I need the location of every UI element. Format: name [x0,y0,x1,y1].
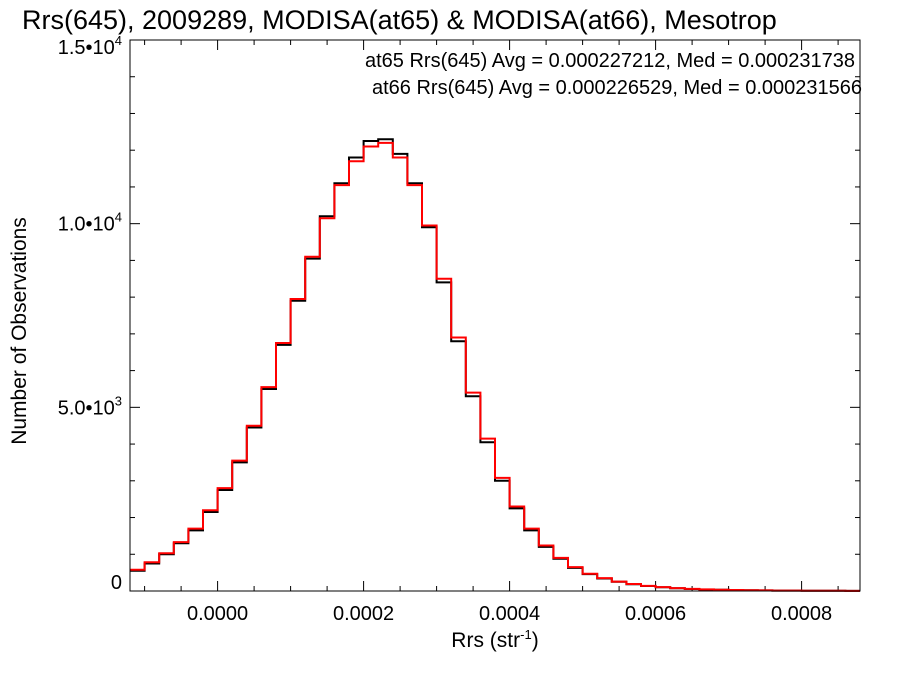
x-tick-label: 0.0000 [187,603,248,625]
x-tick-label: 0.0006 [625,603,686,625]
axis-ticks [130,39,860,592]
y-tick-label-base: 5.0•10 [58,397,115,419]
chart-title: Rrs(645), 2009289, MODISA(at65) & MODISA… [22,5,777,35]
y-tick-label: 1.5•104 [58,33,122,59]
y-tick-label: 5.0•103 [58,393,122,419]
series-at66-line [130,141,860,592]
x-axis-label: Rrs (str-1) [451,627,538,652]
x-axis-label-main: Rrs (str [451,629,520,652]
series-at65-line [130,138,860,592]
y-tick-label-exponent: 4 [115,33,122,48]
y-tick-label-base: 1.0•10 [58,214,115,236]
y-tick-label-base: 0 [111,572,122,594]
x-axis-label-close: ) [532,629,539,652]
x-tick-label: 0.0004 [479,603,540,625]
y-tick-label: 1.0•104 [58,210,122,236]
y-tick-label-exponent: 3 [115,393,122,408]
y-tick-label-exponent: 4 [115,210,122,225]
plot-frame [129,39,861,592]
x-axis-label-superscript: -1 [520,627,532,642]
x-tick-labels: 0.0000 0.0002 0.0004 0.0006 0.0008 [187,603,832,625]
x-tick-label: 0.0002 [333,603,394,625]
legend-entry-at66: at66 Rrs(645) Avg = 0.000226529, Med = 0… [372,77,862,99]
y-tick-label-base: 1.5•10 [58,37,115,59]
x-tick-label: 0.0008 [771,603,832,625]
legend-entry-at65: at65 Rrs(645) Avg = 0.000227212, Med = 0… [365,50,855,72]
y-tick-label: 0 [111,572,122,594]
y-axis-label: Number of Observations [8,217,31,445]
